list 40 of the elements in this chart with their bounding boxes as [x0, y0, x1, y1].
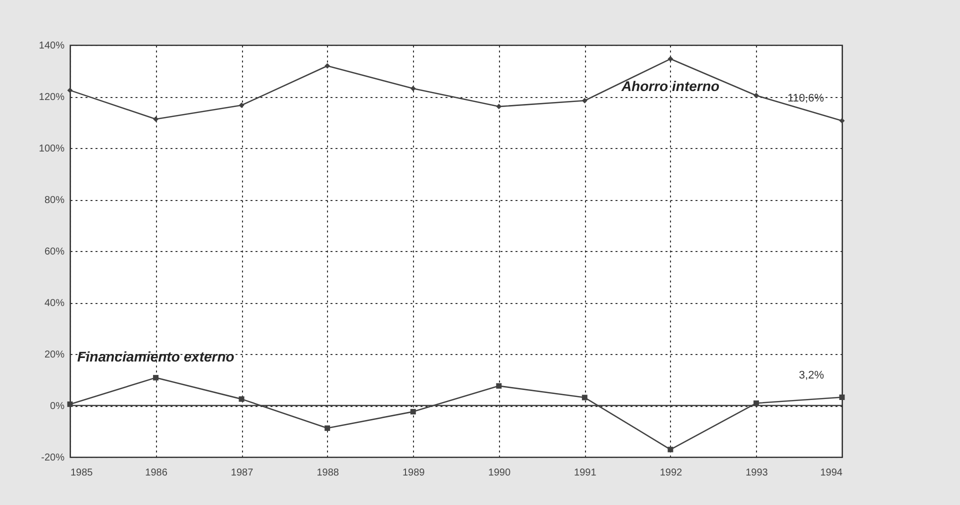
point — [496, 104, 502, 110]
point — [324, 425, 330, 431]
x-tick-label: 1985 — [70, 468, 94, 478]
y-tick-label: 80% — [44, 195, 65, 206]
x-tick-label: 1993 — [746, 468, 768, 478]
x-tick-label: 1988 — [316, 468, 340, 478]
y-tick-label: -20% — [41, 452, 65, 464]
point — [839, 394, 845, 400]
point — [153, 374, 159, 380]
point — [753, 92, 759, 98]
x-tick-label: 1991 — [574, 468, 597, 478]
x-tick-label: 1990 — [488, 468, 511, 478]
y-tick-label: 0% — [50, 401, 65, 412]
point — [496, 383, 502, 389]
y-tick-label: 20% — [44, 350, 65, 360]
x-tick-label: 1992 — [660, 468, 683, 478]
point — [67, 88, 73, 94]
series-label: Ahorro interno — [620, 78, 720, 94]
point — [238, 396, 244, 402]
x-tick-label: 1987 — [230, 468, 254, 478]
y-tick-label: 120% — [38, 92, 65, 103]
y-tick-label: 40% — [44, 298, 65, 309]
y-tick-label: 100% — [38, 144, 65, 154]
point — [582, 98, 588, 104]
point — [668, 56, 674, 62]
point — [410, 86, 416, 92]
point — [582, 394, 588, 400]
point — [839, 118, 845, 124]
point — [238, 102, 244, 108]
data-label: 3,2% — [798, 369, 824, 382]
point — [668, 446, 674, 452]
x-tick-label: 1994 — [820, 468, 843, 478]
y-tick-label: 140% — [38, 40, 65, 52]
point — [410, 408, 416, 414]
series-label: Financiamiento externo — [77, 348, 235, 365]
x-tick-label: 1986 — [145, 468, 168, 478]
x-tick-label: 1989 — [402, 468, 426, 478]
point — [153, 116, 159, 122]
point — [324, 63, 330, 69]
y-tick-label: 60% — [44, 246, 65, 258]
